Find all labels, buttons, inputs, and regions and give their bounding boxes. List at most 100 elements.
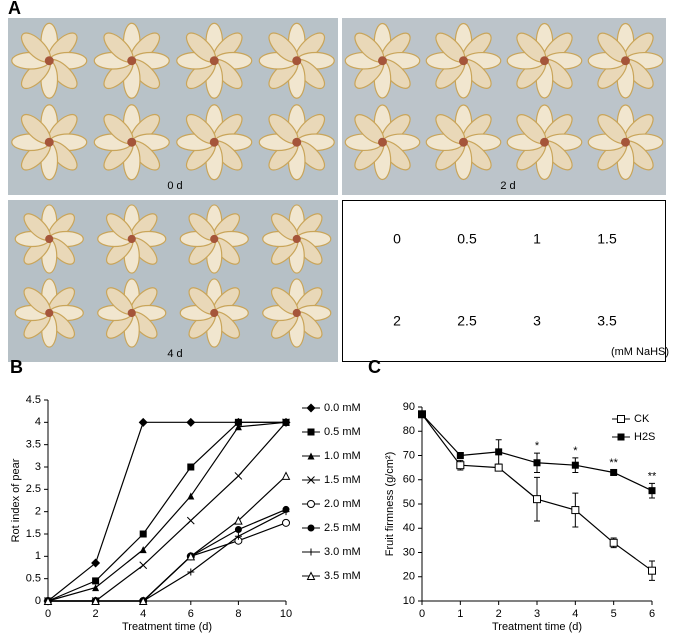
- y-tick-label: 50: [403, 498, 415, 510]
- marker: [418, 410, 426, 418]
- y-tick-label: 2: [35, 506, 41, 518]
- marker: [139, 561, 148, 570]
- x-tick-label: 1: [457, 608, 463, 620]
- dose-label: 3.5: [597, 313, 617, 329]
- photo-label: 4 d: [167, 348, 182, 360]
- marker: [91, 596, 100, 605]
- marker: [234, 515, 243, 525]
- pear-core: [459, 56, 468, 66]
- y-tick-label: 30: [403, 546, 415, 558]
- x-tick-label: 5: [611, 608, 617, 620]
- y-tick-label: 80: [403, 425, 415, 437]
- pear-core: [292, 234, 301, 244]
- panel-letter: B: [10, 357, 23, 377]
- dose-key-box: [342, 200, 666, 362]
- pear-core: [127, 56, 137, 66]
- significance-mark: **: [609, 457, 618, 469]
- marker: [139, 546, 147, 554]
- pear-core: [127, 308, 136, 318]
- y-tick-label: 1.5: [26, 528, 41, 540]
- legend-marker: [306, 571, 316, 580]
- marker: [610, 468, 618, 476]
- dose-label: 2: [393, 313, 401, 329]
- pear-core: [540, 56, 549, 66]
- dose-label: 2.5: [457, 313, 477, 329]
- series-line: [47, 421, 286, 602]
- marker: [186, 516, 195, 525]
- legend-marker: [307, 452, 315, 460]
- pear-core: [44, 56, 54, 66]
- panel-letter: C: [368, 357, 381, 377]
- marker: [92, 577, 100, 585]
- marker: [609, 538, 618, 547]
- marker: [456, 461, 465, 470]
- pear-core: [292, 308, 301, 318]
- y-tick-label: 60: [403, 474, 415, 486]
- y-tick-label: 70: [403, 449, 415, 461]
- legend-marker: [307, 548, 315, 556]
- legend-label: 3.0 mM: [324, 546, 361, 558]
- legend-marker: [307, 524, 315, 532]
- dose-label: 1.5: [597, 231, 617, 247]
- pear-photos: [11, 22, 664, 348]
- pear-core: [621, 137, 630, 147]
- pear-core: [127, 137, 137, 147]
- marker: [456, 452, 464, 459]
- marker: [648, 566, 656, 575]
- dose-label: 0.5: [457, 231, 477, 247]
- legend-label: H2S: [634, 431, 655, 443]
- marker: [234, 472, 243, 480]
- series-line: [47, 421, 286, 602]
- marker: [282, 518, 290, 527]
- pear-core: [210, 308, 219, 318]
- y-tick-label: 2.5: [26, 483, 41, 495]
- pear-core: [45, 234, 54, 244]
- pear-core: [378, 137, 387, 147]
- y-tick-label: 3.5: [26, 439, 41, 451]
- pear-core: [209, 56, 219, 66]
- y-tick-label: 10: [403, 595, 415, 607]
- x-tick-label: 4: [572, 608, 578, 620]
- x-tick-label: 4: [140, 608, 146, 620]
- x-axis-label: Treatment time (d): [492, 621, 582, 633]
- pear-core: [378, 56, 387, 66]
- x-axis-label: Treatment time (d): [122, 621, 212, 633]
- x-tick-label: 2: [93, 608, 99, 620]
- y-tick-label: 0: [35, 595, 41, 607]
- marker: [138, 596, 148, 605]
- legend-label: 0.5 mM: [324, 426, 361, 438]
- dose-label: 0: [393, 231, 401, 247]
- marker: [234, 423, 242, 431]
- series-line: [48, 522, 287, 602]
- significance-mark: **: [648, 470, 657, 482]
- legend-marker: [617, 415, 625, 423]
- marker: [139, 530, 147, 538]
- dose-label: 1: [533, 231, 541, 247]
- photo-label: 0 d: [167, 180, 182, 192]
- marker: [138, 417, 148, 427]
- marker: [186, 417, 196, 427]
- pear-core: [210, 234, 219, 244]
- y-tick-label: 0.5: [26, 573, 41, 585]
- marker: [43, 596, 53, 605]
- pear-core: [621, 56, 630, 66]
- marker: [234, 532, 242, 540]
- x-tick-label: 10: [280, 608, 292, 620]
- marker: [234, 418, 242, 426]
- y-tick-label: 90: [403, 401, 415, 413]
- marker: [533, 459, 541, 467]
- marker: [571, 461, 579, 469]
- marker: [187, 463, 195, 471]
- legend-label: 2.0 mM: [324, 498, 361, 510]
- marker: [187, 568, 195, 576]
- pear-core: [292, 137, 302, 147]
- legend-marker: [307, 428, 315, 436]
- y-tick-label: 20: [403, 571, 415, 583]
- y-axis-label: Fruit firmness (g/cm²): [384, 452, 396, 557]
- marker: [281, 471, 291, 480]
- legend-label: 1.5 mM: [324, 474, 361, 486]
- series-line: [48, 475, 287, 602]
- marker: [282, 418, 290, 427]
- pear-core: [44, 137, 54, 147]
